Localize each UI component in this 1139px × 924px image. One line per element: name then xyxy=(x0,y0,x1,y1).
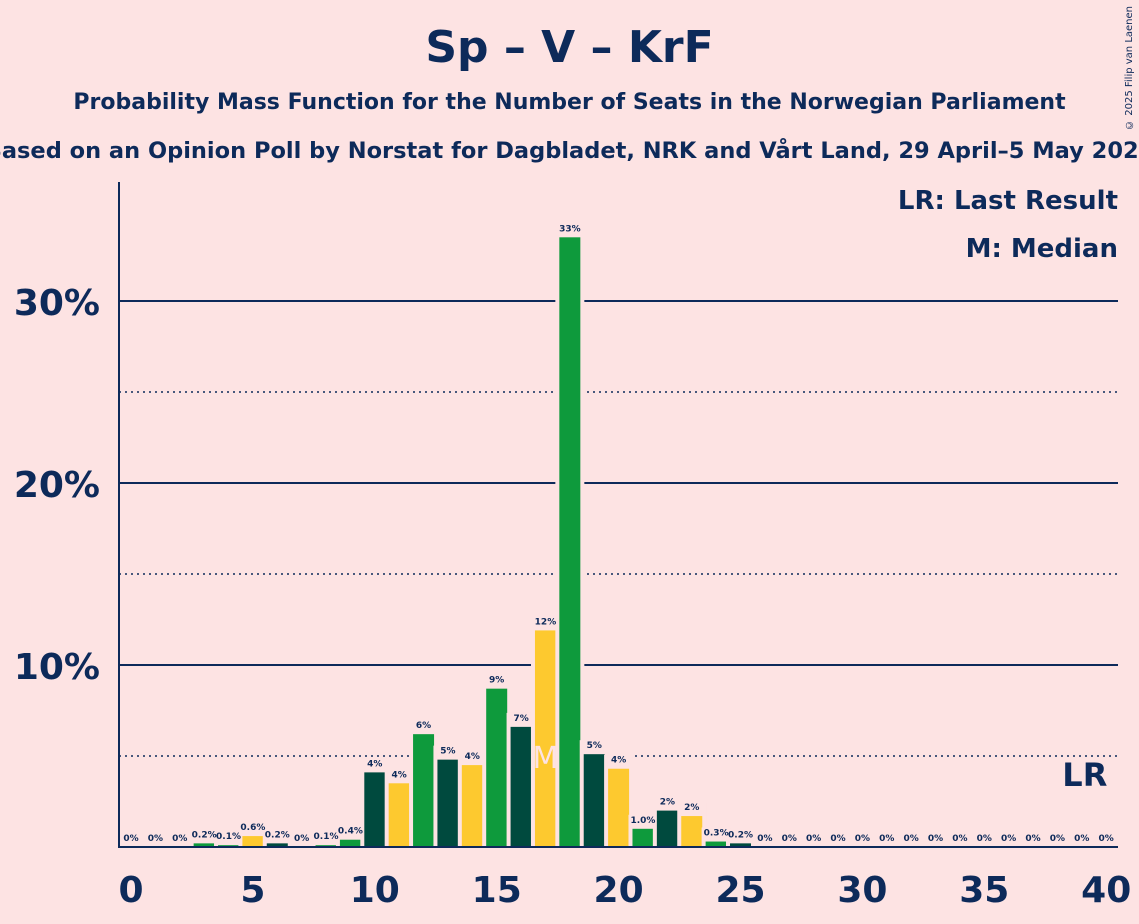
bar-seat-11 xyxy=(388,783,410,847)
bar-seat-23 xyxy=(681,816,703,847)
bar-label-seat-34: 0% xyxy=(952,834,967,844)
y-tick-20: 20% xyxy=(14,465,100,506)
bar-seat-19 xyxy=(583,754,605,847)
bar-label-seat-38: 0% xyxy=(1050,834,1065,844)
bar-label-seat-18: 33% xyxy=(559,224,581,234)
bars xyxy=(189,223,755,848)
bar-seat-3 xyxy=(193,843,215,847)
bar-label-seat-14: 4% xyxy=(465,752,480,762)
y-tick-30: 30% xyxy=(14,283,100,324)
bar-label-seat-19: 5% xyxy=(587,741,602,751)
x-tick-35: 35 xyxy=(959,870,1009,911)
bar-label-seat-20: 4% xyxy=(611,756,626,766)
bar-label-seat-23: 2% xyxy=(684,803,699,813)
bar-label-seat-15: 9% xyxy=(489,676,504,686)
bar-label-seat-16: 7% xyxy=(513,714,528,724)
bar-seat-15 xyxy=(486,688,508,847)
bar-label-seat-39: 0% xyxy=(1074,834,1089,844)
bar-seat-10 xyxy=(364,772,386,847)
bar-label-seat-40: 0% xyxy=(1099,834,1114,844)
chart-subtitle: Probability Mass Function for the Number… xyxy=(73,90,1066,115)
bar-label-seat-24: 0.3% xyxy=(704,829,729,839)
bar-label-seat-22: 2% xyxy=(660,798,675,808)
bar-label-seat-35: 0% xyxy=(977,834,992,844)
x-tick-25: 25 xyxy=(715,870,765,911)
y-tick-10: 10% xyxy=(14,647,100,688)
bar-label-seat-21: 1.0% xyxy=(630,816,655,826)
legend-median: M: Median xyxy=(966,234,1118,264)
bar-label-seat-17: 12% xyxy=(535,617,557,627)
y-tick-labels: 10% 20% 30% xyxy=(14,283,100,688)
bar-label-seat-12: 6% xyxy=(416,721,431,731)
last-result-marker: LR xyxy=(1062,756,1107,794)
bar-label-seat-33: 0% xyxy=(928,834,943,844)
bar-seat-16 xyxy=(510,726,532,847)
bar-label-seat-2: 0% xyxy=(172,834,187,844)
bar-label-seat-9: 0.4% xyxy=(338,827,363,837)
bar-label-seat-0: 0% xyxy=(123,834,138,844)
legend-last-result: LR: Last Result xyxy=(898,186,1118,216)
bar-label-seat-11: 4% xyxy=(392,770,407,780)
x-tick-0: 0 xyxy=(118,870,143,911)
bar-label-seat-37: 0% xyxy=(1025,834,1040,844)
bar-seat-12 xyxy=(413,734,435,847)
gridlines xyxy=(119,300,1118,757)
bar-label-seat-30: 0% xyxy=(855,834,870,844)
bar-seat-9 xyxy=(339,839,361,847)
bar-seat-24 xyxy=(705,841,727,847)
bar-label-seat-36: 0% xyxy=(1001,834,1016,844)
x-tick-20: 20 xyxy=(594,870,644,911)
bar-gap-8 xyxy=(311,831,341,847)
median-marker: M xyxy=(533,741,559,776)
bar-seat-17 xyxy=(534,630,556,847)
bar-label-seat-1: 0% xyxy=(148,834,163,844)
bar-label-seat-5: 0.6% xyxy=(240,823,265,833)
bar-label-seat-28: 0% xyxy=(806,834,821,844)
bar-label-seat-10: 4% xyxy=(367,759,382,769)
bar-seat-21 xyxy=(632,828,654,847)
bar-label-seat-7: 0% xyxy=(294,834,309,844)
bar-seat-18 xyxy=(559,237,581,848)
bar-label-seat-3: 0.2% xyxy=(192,830,217,840)
bar-seat-5 xyxy=(242,836,264,847)
bar-label-seat-13: 5% xyxy=(440,747,455,757)
bar-label-seat-8: 0.1% xyxy=(314,832,339,842)
x-tick-labels: 0 5 10 15 20 25 30 35 40 xyxy=(118,870,1131,911)
bar-seat-6 xyxy=(266,843,288,847)
x-tick-30: 30 xyxy=(837,870,887,911)
axes xyxy=(118,182,1118,848)
bar-gap-3 xyxy=(189,829,219,847)
bar-gap-4 xyxy=(214,831,244,847)
bar-seat-13 xyxy=(437,759,459,847)
bar-label-seat-25: 0.2% xyxy=(728,830,753,840)
chart-source-line: Based on an Opinion Poll by Norstat for … xyxy=(0,138,1139,164)
bar-label-seat-29: 0% xyxy=(830,834,845,844)
markers: M LR xyxy=(533,741,1108,794)
bar-seat-20 xyxy=(608,768,630,847)
bar-seat-25 xyxy=(730,843,751,847)
x-tick-5: 5 xyxy=(240,870,265,911)
x-tick-10: 10 xyxy=(350,870,400,911)
bar-label-seat-27: 0% xyxy=(782,834,797,844)
x-tick-15: 15 xyxy=(472,870,522,911)
bar-label-seat-31: 0% xyxy=(879,834,894,844)
bar-label-seat-6: 0.2% xyxy=(265,830,290,840)
bar-labels: 0% 0% 0% 0.2% 0.1%0.6%0.2% 0% 0.1%0.4%4%4%6%5%… xyxy=(123,224,1113,844)
bar-label-seat-4: 0.1% xyxy=(216,832,241,842)
bar-gap-25 xyxy=(726,829,755,847)
bar-seat-14 xyxy=(461,765,483,847)
bar-label-seat-32: 0% xyxy=(904,834,919,844)
bar-seat-22 xyxy=(656,810,678,847)
bar-gap-6 xyxy=(262,829,292,847)
chart-title: Sp – V – KrF xyxy=(425,22,714,73)
x-tick-40: 40 xyxy=(1081,870,1131,911)
bar-label-seat-26: 0% xyxy=(757,834,772,844)
